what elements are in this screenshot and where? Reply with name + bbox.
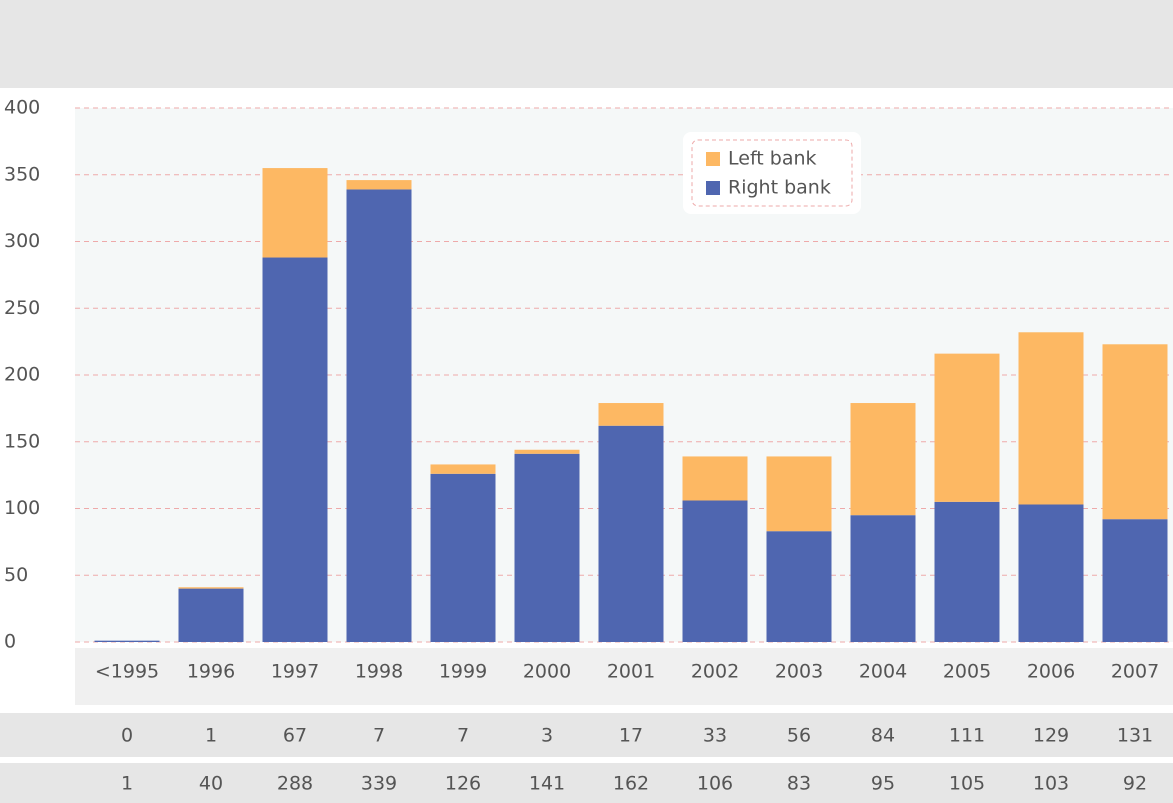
bar-segment	[1018, 504, 1084, 642]
table-cell: 162	[613, 773, 649, 795]
bar-segment	[514, 453, 580, 642]
x-tick-label: 1997	[271, 661, 319, 683]
table-cell: 83	[787, 773, 811, 795]
bar-segment	[934, 501, 1000, 642]
legend-border	[691, 139, 853, 207]
table-cell: 111	[949, 725, 985, 747]
category-row	[75, 648, 1173, 705]
table-cell: 1	[205, 725, 217, 747]
y-tick-label: 50	[4, 564, 28, 586]
legend-label: Right bank	[728, 177, 831, 199]
table-cell: 126	[445, 773, 481, 795]
x-tick-label: 2001	[607, 661, 655, 683]
table-cell: 3	[541, 725, 553, 747]
y-tick-label: 250	[4, 297, 40, 319]
y-tick-label: 200	[4, 364, 40, 386]
table-cell: 84	[871, 725, 895, 747]
bar-segment	[94, 640, 160, 642]
bar-segment	[178, 588, 244, 642]
y-tick-label: 150	[4, 430, 40, 452]
table-cell: 1	[121, 773, 133, 795]
header-band	[0, 0, 1173, 88]
table-cell: 141	[529, 773, 565, 795]
table-cell: 17	[619, 725, 643, 747]
x-tick-label: 1999	[439, 661, 487, 683]
bar-segment	[346, 180, 412, 190]
bar-segment	[850, 403, 916, 516]
table-cell: 92	[1123, 773, 1147, 795]
table-cell: 95	[871, 773, 895, 795]
x-tick-label: 2006	[1027, 661, 1075, 683]
y-tick-label: 300	[4, 230, 40, 252]
y-tick-label: 0	[4, 631, 16, 653]
y-tick-label: 400	[4, 97, 40, 119]
y-tick-label: 100	[4, 497, 40, 519]
bar-segment	[430, 464, 496, 474]
x-tick-label: <1995	[95, 661, 159, 683]
bar-segment	[598, 425, 664, 642]
bar-segment	[262, 257, 328, 642]
legend: Left bank Right bank	[683, 132, 861, 214]
table-row	[0, 713, 1173, 757]
bar-segment	[178, 587, 244, 589]
bar-segment	[430, 473, 496, 642]
table-cell: 105	[949, 773, 985, 795]
bar-segment	[514, 449, 580, 454]
legend-swatch	[706, 181, 720, 195]
x-tick-label: 2004	[859, 661, 907, 683]
bar-segment	[766, 531, 832, 642]
bar-segment	[682, 500, 748, 642]
x-tick-label: 1998	[355, 661, 403, 683]
table-cell: 103	[1033, 773, 1069, 795]
table-row	[0, 763, 1173, 803]
bar-segment	[1102, 519, 1168, 642]
bar-segment	[1018, 332, 1084, 505]
table-cell: 106	[697, 773, 733, 795]
bar-segment	[1102, 344, 1168, 520]
y-tick-label: 350	[4, 163, 40, 185]
table-cell: 40	[199, 773, 223, 795]
legend-box	[683, 132, 861, 214]
x-tick-label: 2002	[691, 661, 739, 683]
bar-segment	[346, 189, 412, 642]
table-cell: 7	[457, 725, 469, 747]
bar-segment	[598, 403, 664, 426]
bar-segment	[934, 353, 1000, 502]
legend-swatch	[706, 152, 720, 166]
x-tick-label: 2000	[523, 661, 571, 683]
table-cell: 129	[1033, 725, 1069, 747]
bar-segment	[850, 515, 916, 642]
table-cell: 288	[277, 773, 313, 795]
bar-segment	[682, 456, 748, 501]
table-cell: 67	[283, 725, 307, 747]
table-cell: 339	[361, 773, 397, 795]
x-tick-label: 1996	[187, 661, 235, 683]
table-cell: 56	[787, 725, 811, 747]
table-cell: 7	[373, 725, 385, 747]
x-tick-label: 2003	[775, 661, 823, 683]
legend-label: Left bank	[728, 148, 817, 170]
table-cell: 33	[703, 725, 727, 747]
table-cell: 0	[121, 725, 133, 747]
x-tick-label: 2005	[943, 661, 991, 683]
x-tick-label: 2007	[1111, 661, 1159, 683]
table-cell: 131	[1117, 725, 1153, 747]
bar-segment	[766, 456, 832, 532]
bar-segment	[262, 168, 328, 258]
